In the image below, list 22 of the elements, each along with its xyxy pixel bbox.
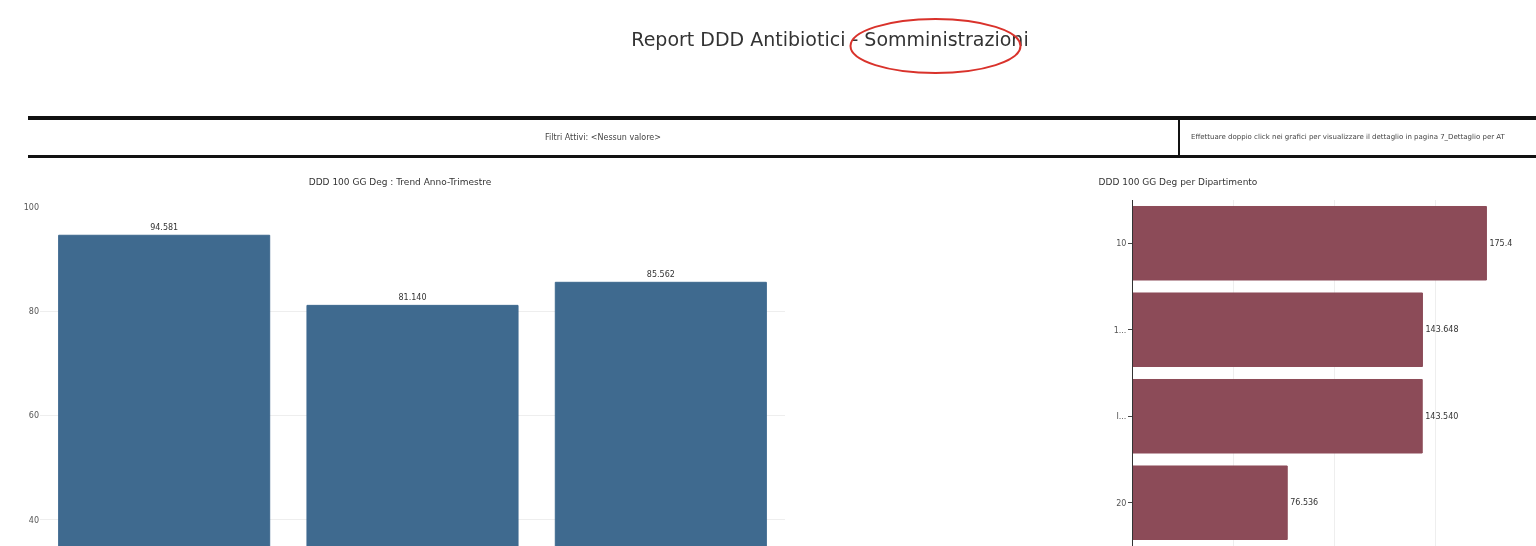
data-label: 76.536 <box>1290 498 1319 508</box>
chart-title: DDD 100 GG Deg per Dipartimento <box>1098 177 1258 188</box>
y-tick-label: 60 <box>28 411 39 421</box>
y-tick-label: 40 <box>28 515 39 525</box>
chart-title: DDD 100 GG Deg : Trend Anno-Trimestre <box>308 177 492 188</box>
bar <box>1133 465 1288 541</box>
y-tick-label: 10 <box>1116 239 1127 249</box>
data-label: 85.562 <box>646 270 675 280</box>
bar <box>1133 292 1423 368</box>
y-tick-label: 80 <box>28 307 39 317</box>
y-tick-label: I... <box>1116 412 1127 422</box>
data-label: 143.648 <box>1425 325 1459 335</box>
y-tick-label: 1... <box>1113 325 1127 335</box>
bar <box>1133 205 1487 281</box>
data-label: 81.140 <box>398 293 427 303</box>
text: Filtri Attivi: <Nessun valore> <box>544 133 662 142</box>
y-tick-label: 100 <box>23 202 39 212</box>
data-label: 175.4 <box>1489 238 1513 248</box>
bar <box>1133 378 1423 454</box>
data-label: 94.581 <box>150 223 179 233</box>
data-label: 143.540 <box>1425 411 1459 421</box>
y-tick-label: 20 <box>1116 498 1127 508</box>
